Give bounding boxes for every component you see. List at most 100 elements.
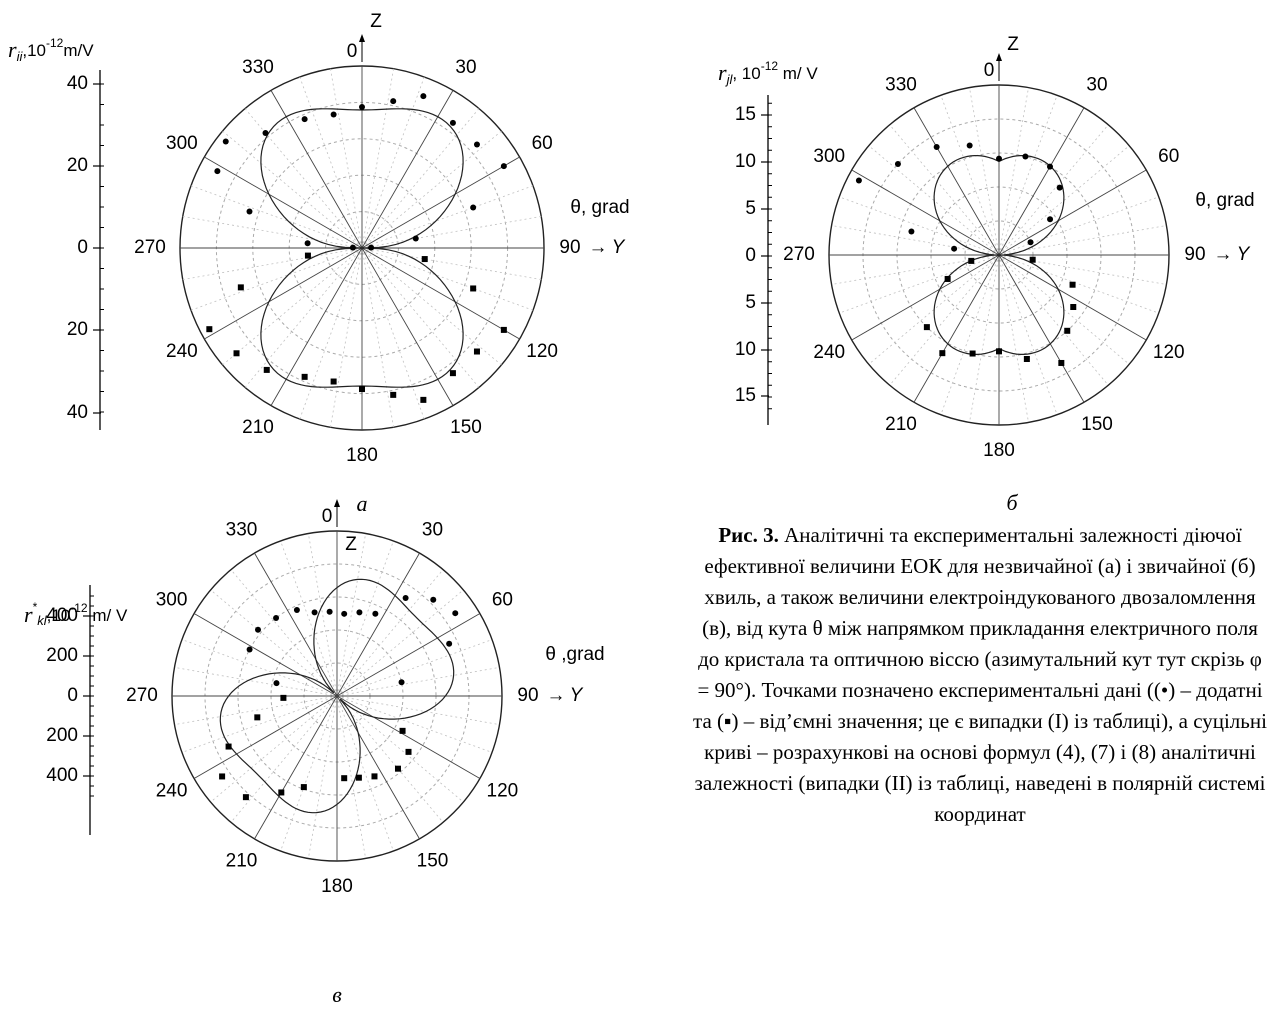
data-point-positive bbox=[273, 680, 280, 687]
theta-label: θ, grad bbox=[1195, 190, 1254, 211]
polar-chart-1: 0 30 60 90 120 150 180 210 240 270 300 330 Z → Yθ, gra… bbox=[8, 11, 630, 516]
z-label: Z bbox=[345, 534, 357, 555]
grid-spoke bbox=[361, 247, 480, 388]
grid-spoke bbox=[998, 254, 1109, 386]
angle-label-60: 60 bbox=[492, 590, 513, 611]
angle-label-30: 30 bbox=[1086, 74, 1107, 95]
grid-spoke bbox=[998, 196, 1159, 256]
grid-spoke bbox=[831, 225, 1000, 256]
angle-label-150: 150 bbox=[1081, 414, 1113, 435]
data-point-positive bbox=[301, 116, 308, 123]
data-point-positive bbox=[255, 626, 262, 633]
title-r: r bbox=[24, 602, 33, 627]
data-point-negative bbox=[341, 775, 348, 782]
data-point-positive bbox=[430, 596, 437, 603]
angle-label-270: 270 bbox=[783, 244, 815, 265]
grid-spoke bbox=[868, 145, 1000, 256]
angle-label-330: 330 bbox=[885, 74, 917, 95]
data-point-negative bbox=[500, 326, 507, 333]
scale-tick-label: 15 bbox=[735, 385, 756, 406]
data-point-positive bbox=[341, 610, 348, 617]
angle-label-330: 330 bbox=[242, 57, 274, 78]
radial-line bbox=[204, 156, 363, 249]
data-point-negative bbox=[304, 252, 311, 259]
grid-spoke bbox=[222, 247, 363, 366]
radial-line bbox=[193, 613, 338, 697]
grid-spoke bbox=[889, 124, 1000, 256]
data-point-positive bbox=[1056, 184, 1063, 191]
title-sub: ii bbox=[17, 49, 24, 64]
angle-label-120: 120 bbox=[487, 781, 519, 802]
grid-spoke bbox=[222, 130, 363, 249]
grid-spoke bbox=[839, 254, 1000, 314]
radial-line bbox=[913, 254, 1000, 403]
grid-spoke bbox=[969, 254, 1000, 423]
y-axis-label: Y bbox=[570, 685, 584, 706]
scale-tick-label: 5 bbox=[745, 198, 756, 219]
data-point-positive bbox=[246, 646, 253, 653]
angle-label-0: 0 bbox=[984, 60, 995, 81]
title-sub: kl bbox=[37, 613, 48, 628]
radial-line bbox=[336, 695, 481, 779]
angle-label-270: 270 bbox=[126, 685, 158, 706]
angle-label-210: 210 bbox=[885, 414, 917, 435]
grid-spoke bbox=[998, 254, 1058, 415]
title-exp: -12 bbox=[70, 601, 88, 615]
angle-label-120: 120 bbox=[1153, 342, 1185, 363]
data-point-positive bbox=[372, 610, 379, 617]
data-point-positive bbox=[933, 144, 940, 151]
grid-spoke bbox=[361, 247, 502, 366]
data-point-positive bbox=[1022, 153, 1029, 160]
angle-label-120: 120 bbox=[526, 341, 558, 362]
data-point-negative bbox=[1023, 355, 1030, 362]
angle-label-180: 180 bbox=[983, 440, 1015, 461]
scale-tick-label: 20 bbox=[67, 319, 88, 340]
angle-label-90: 90 bbox=[1184, 244, 1205, 265]
grid-spoke bbox=[299, 76, 363, 249]
title-exp: -12 bbox=[46, 36, 64, 50]
radial-line bbox=[998, 169, 1147, 256]
caption-label: Рис. 3. bbox=[718, 523, 779, 547]
scale-tick-label: 0 bbox=[745, 245, 756, 266]
data-point-positive bbox=[473, 141, 480, 148]
data-point-negative bbox=[300, 784, 307, 791]
scale-axis-title: r*kl,10-12 m/ V bbox=[24, 600, 128, 628]
grid-spoke bbox=[998, 254, 1159, 314]
radial-line bbox=[270, 247, 363, 406]
angle-label-150: 150 bbox=[450, 417, 482, 438]
grid-spoke bbox=[330, 68, 363, 249]
data-point-negative bbox=[969, 350, 976, 357]
radial-line bbox=[998, 107, 1085, 256]
angle-label-240: 240 bbox=[156, 781, 188, 802]
data-point-positive bbox=[214, 168, 221, 175]
data-point-negative bbox=[278, 789, 285, 796]
data-point-positive bbox=[855, 177, 862, 184]
data-point-negative bbox=[968, 257, 975, 264]
grid-spoke bbox=[969, 87, 1000, 256]
data-point-positive bbox=[293, 607, 300, 614]
grid-spoke bbox=[361, 216, 542, 249]
angle-label-150: 150 bbox=[417, 850, 449, 871]
data-point-negative bbox=[225, 743, 232, 750]
data-point-positive bbox=[996, 155, 1002, 162]
scale-axis-title: rjl, 10-12 m/ V bbox=[718, 59, 818, 87]
angle-label-180: 180 bbox=[346, 445, 378, 466]
grid-spoke bbox=[361, 68, 394, 249]
scale-tick-label: 40 bbox=[67, 402, 88, 423]
radial-line bbox=[361, 247, 520, 340]
grid-spoke bbox=[998, 95, 1058, 256]
data-point-positive bbox=[908, 228, 915, 235]
theta-label: θ ,grad bbox=[545, 644, 604, 665]
radial-line bbox=[270, 90, 363, 249]
z-label: Z bbox=[1007, 34, 1019, 55]
grid-spoke bbox=[998, 254, 1029, 423]
title-sub: jl bbox=[725, 72, 734, 87]
angle-label-300: 300 bbox=[813, 146, 845, 167]
angle-label-210: 210 bbox=[242, 417, 274, 438]
data-point-positive bbox=[446, 640, 453, 647]
data-point-positive bbox=[470, 204, 477, 211]
scale-tick-label: 200 bbox=[46, 645, 78, 666]
data-point-negative bbox=[359, 386, 365, 393]
